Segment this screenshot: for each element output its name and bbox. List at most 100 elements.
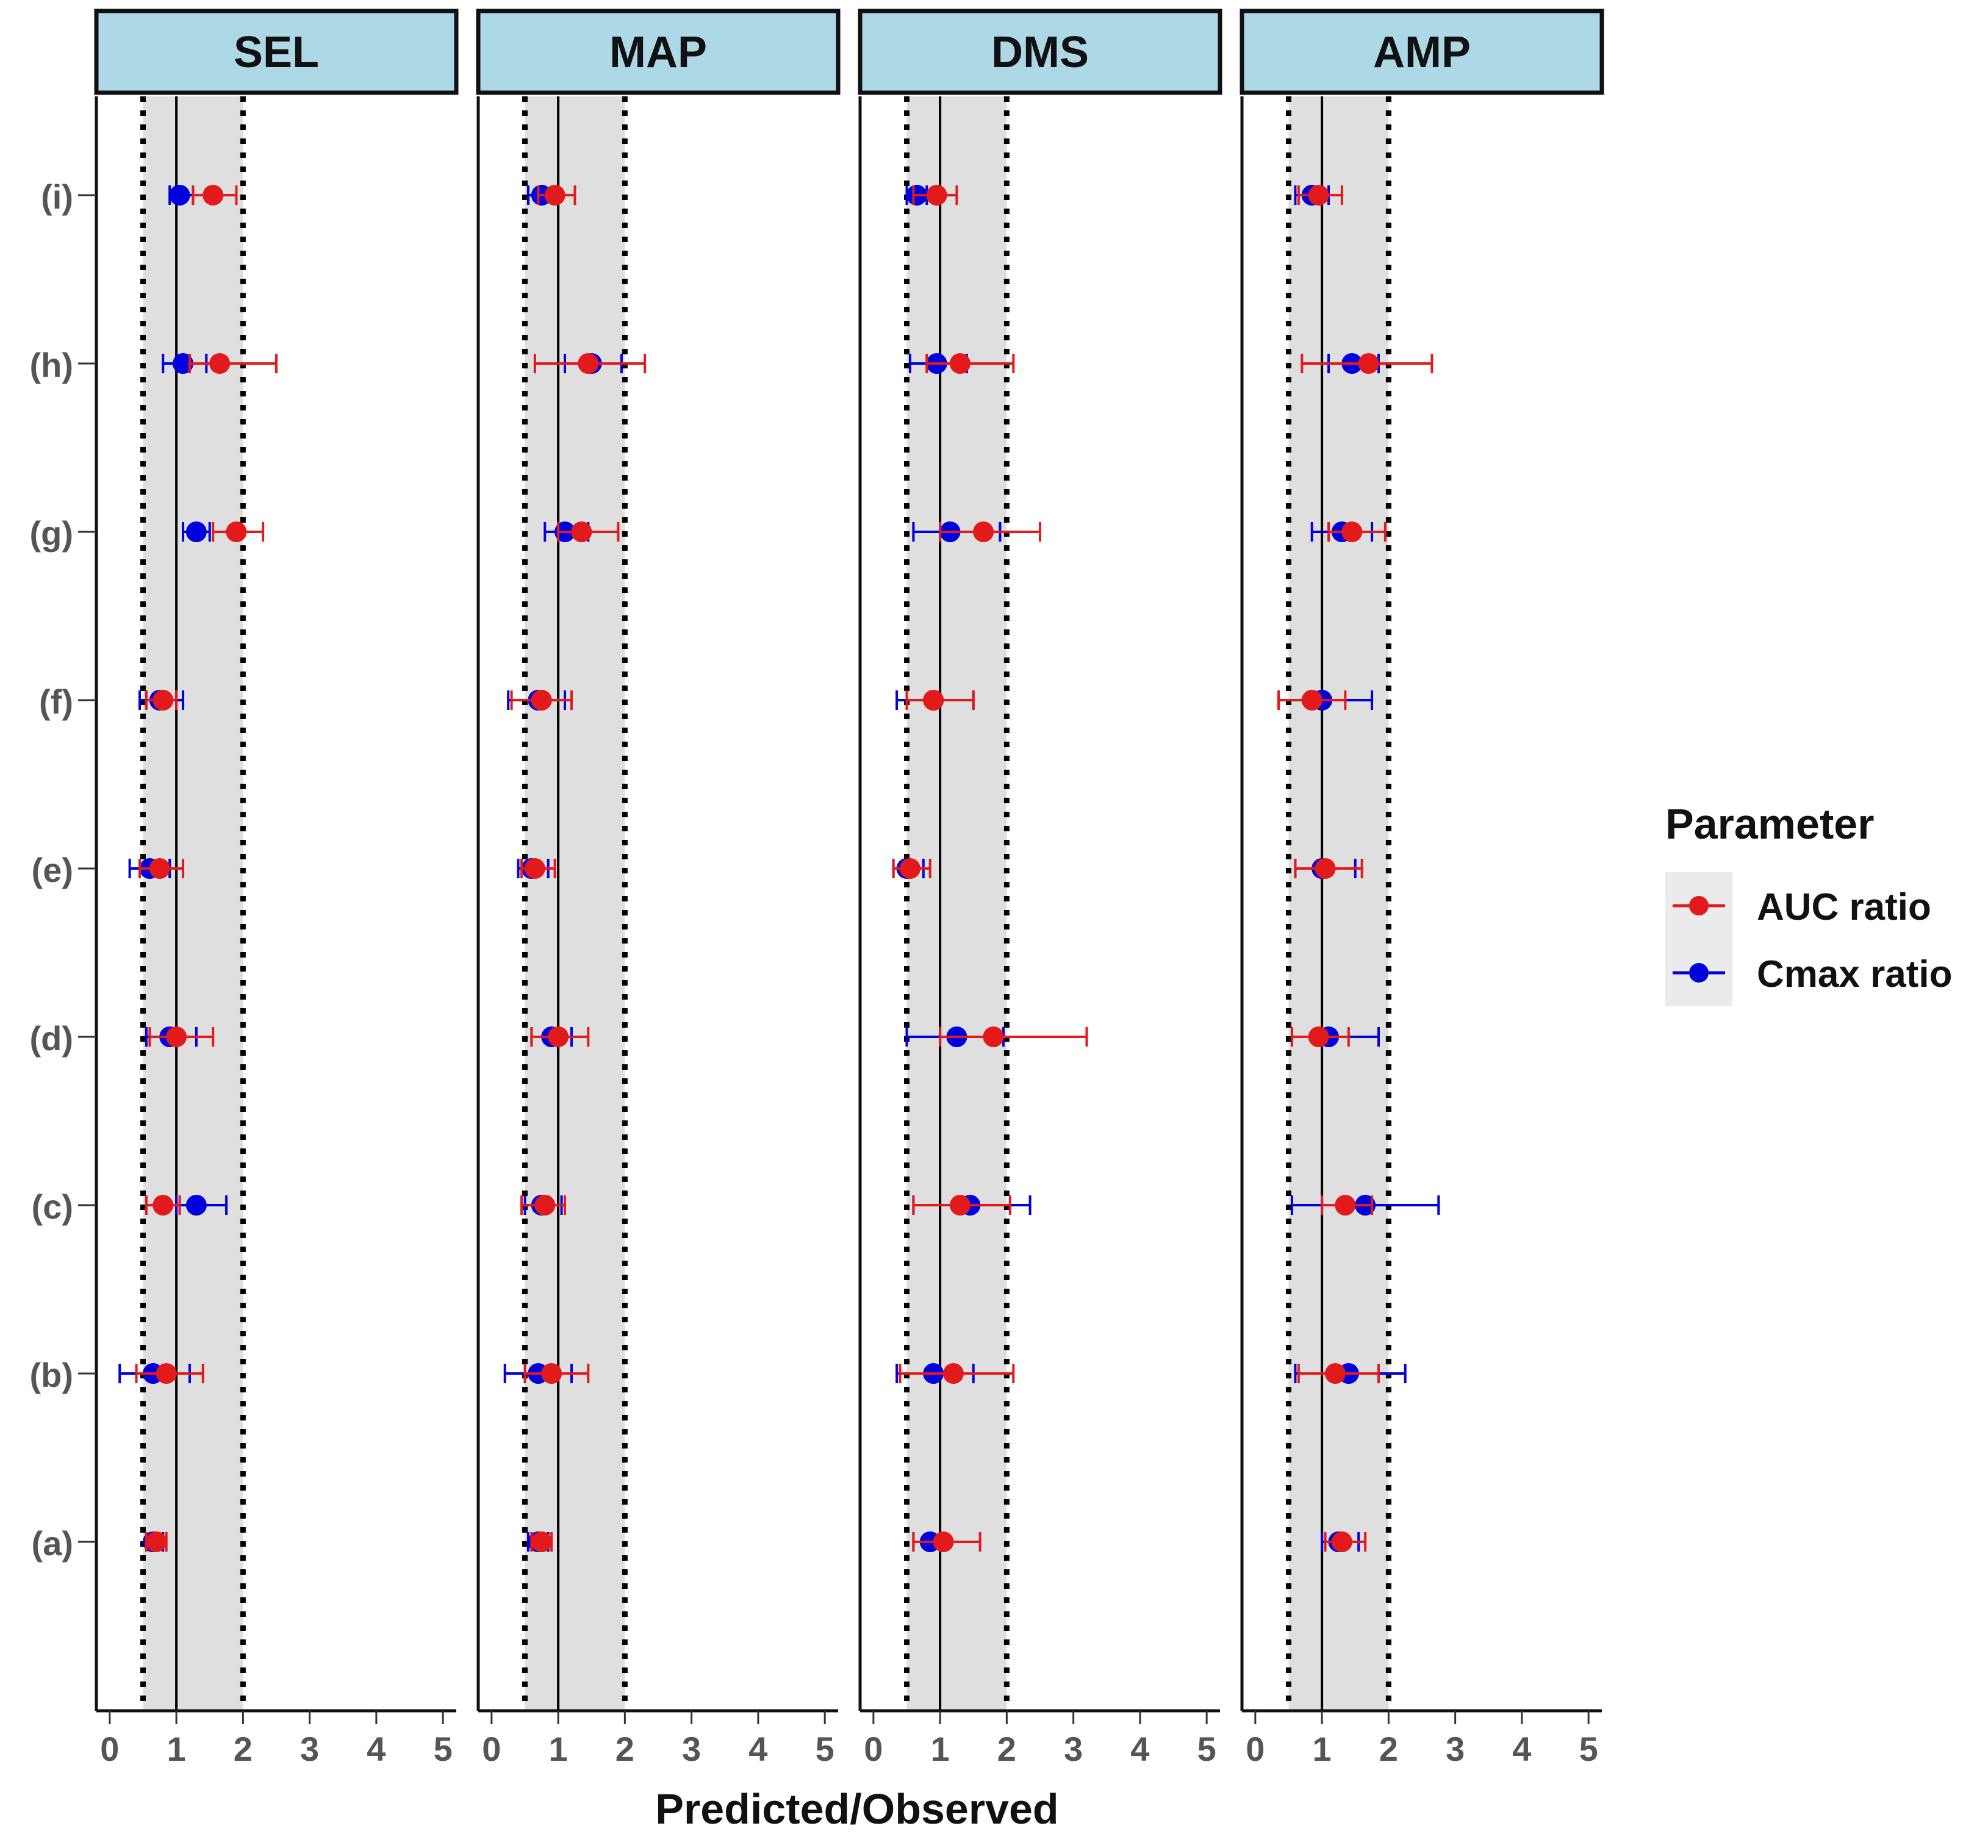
data-point xyxy=(899,858,920,879)
y-axis-category-labels: (a) (b) (c) (d) (e) (f) (g) (h) (i) xyxy=(29,177,96,1563)
x-tick-label: 0 xyxy=(100,1730,119,1768)
data-point xyxy=(548,1026,569,1047)
x-tick-label: 0 xyxy=(864,1730,883,1768)
facet-panels: SEL 0 1 2 3 4 5 MAP 0 1 2 3 4 5 DMS 0 1 2 3 4 5 AMP 0 1 2 3 4 5 xyxy=(94,9,1604,1768)
x-tick-label: 1 xyxy=(931,1730,950,1768)
legend-label-cmax: Cmax ratio xyxy=(1757,953,1952,995)
acceptance-band xyxy=(906,96,1007,1711)
legend-label-auc: AUC ratio xyxy=(1757,886,1931,928)
x-tick-label: 2 xyxy=(615,1730,634,1768)
series-auc xyxy=(135,185,278,1552)
x-tick-label: 3 xyxy=(682,1730,701,1768)
x-tick-label: 1 xyxy=(167,1730,186,1768)
x-tick-label: 3 xyxy=(300,1730,319,1768)
facet-panel-sel: SEL 0 1 2 3 4 5 xyxy=(94,9,459,1768)
facet-strip xyxy=(858,9,1222,95)
data-point xyxy=(544,185,565,206)
data-point xyxy=(1331,1531,1352,1552)
x-tick-label: 4 xyxy=(1512,1730,1531,1768)
x-tick-label: 5 xyxy=(1197,1730,1216,1768)
data-point xyxy=(983,1026,1004,1047)
legend-key-point xyxy=(1689,896,1709,915)
data-point xyxy=(926,185,947,206)
series-auc xyxy=(892,185,1088,1552)
x-tick-label: 4 xyxy=(748,1730,767,1768)
legend-item-auc: AUC ratio xyxy=(1665,872,1931,939)
y-tick-label: (i) xyxy=(41,177,73,216)
data-point xyxy=(949,353,971,374)
x-tick-label: 3 xyxy=(1446,1730,1465,1768)
facet-strip-title: MAP xyxy=(609,28,707,77)
facet-strip xyxy=(94,9,459,95)
x-tick-label: 4 xyxy=(1130,1730,1149,1768)
y-tick-label: (g) xyxy=(29,514,73,553)
x-tick-label: 4 xyxy=(367,1730,386,1768)
x-tick-label: 1 xyxy=(1313,1730,1332,1768)
legend-item-cmax: Cmax ratio xyxy=(1665,939,1952,1006)
data-point xyxy=(185,1195,207,1216)
data-point xyxy=(541,1363,562,1384)
data-point xyxy=(1315,858,1336,879)
data-point xyxy=(1308,185,1329,206)
series-auc xyxy=(1277,185,1434,1552)
data-point xyxy=(1335,1195,1356,1216)
x-tick-label: 0 xyxy=(482,1730,501,1768)
legend: Parameter AUC ratio Cmax ratio xyxy=(1665,800,1952,1006)
y-tick-label: (a) xyxy=(32,1524,73,1563)
x-tick-label: 2 xyxy=(234,1730,253,1768)
facet-panel-amp: AMP 0 1 2 3 4 5 xyxy=(1240,9,1604,1768)
x-tick-label: 5 xyxy=(1579,1730,1598,1768)
facet-panel-dms: DMS 0 1 2 3 4 5 xyxy=(858,9,1222,1768)
y-tick-label: (c) xyxy=(32,1187,73,1226)
x-axis-title: Predicted/Observed xyxy=(655,1785,1058,1833)
data-point xyxy=(173,353,194,374)
data-point xyxy=(923,690,944,711)
data-point xyxy=(531,1531,552,1552)
legend-title: Parameter xyxy=(1665,800,1874,848)
data-point xyxy=(534,1195,556,1216)
acceptance-band xyxy=(1288,96,1389,1711)
data-point xyxy=(156,1363,177,1384)
legend-key-point xyxy=(1689,963,1709,983)
facet-strip-title: AMP xyxy=(1373,28,1471,77)
data-point xyxy=(973,521,994,542)
data-point xyxy=(166,1026,187,1047)
data-point xyxy=(226,521,247,542)
facet-strip-title: DMS xyxy=(991,28,1089,77)
x-tick-label: 1 xyxy=(549,1730,568,1768)
data-point xyxy=(185,521,207,542)
facet-panel-map: MAP 0 1 2 3 4 5 xyxy=(476,9,841,1768)
data-point xyxy=(942,1363,964,1384)
acceptance-band xyxy=(143,96,243,1711)
data-point xyxy=(949,1195,971,1216)
data-point xyxy=(153,690,174,711)
y-tick-label: (f) xyxy=(39,682,73,721)
y-tick-label: (b) xyxy=(29,1356,73,1394)
data-point xyxy=(1301,690,1322,711)
data-point xyxy=(1358,353,1379,374)
x-tick-label: 0 xyxy=(1246,1730,1265,1768)
data-point xyxy=(209,353,231,374)
data-point xyxy=(933,1531,954,1552)
acceptance-band xyxy=(525,96,625,1711)
data-point xyxy=(203,185,224,206)
x-tick-label: 2 xyxy=(997,1730,1016,1768)
facet-strip-title: SEL xyxy=(234,28,319,77)
data-point xyxy=(149,858,170,879)
data-point xyxy=(571,521,592,542)
x-tick-label: 3 xyxy=(1064,1730,1083,1768)
facet-strip xyxy=(476,9,841,95)
data-point xyxy=(531,690,552,711)
data-point xyxy=(1341,521,1363,542)
x-tick-label: 5 xyxy=(816,1730,834,1768)
data-point xyxy=(1308,1026,1329,1047)
data-point xyxy=(146,1531,167,1552)
data-point xyxy=(169,185,190,206)
x-tick-label: 5 xyxy=(434,1730,453,1768)
data-point xyxy=(524,858,545,879)
x-tick-label: 2 xyxy=(1379,1730,1398,1768)
data-point xyxy=(578,353,599,374)
y-tick-label: (d) xyxy=(29,1019,73,1058)
data-point xyxy=(1324,1363,1346,1384)
